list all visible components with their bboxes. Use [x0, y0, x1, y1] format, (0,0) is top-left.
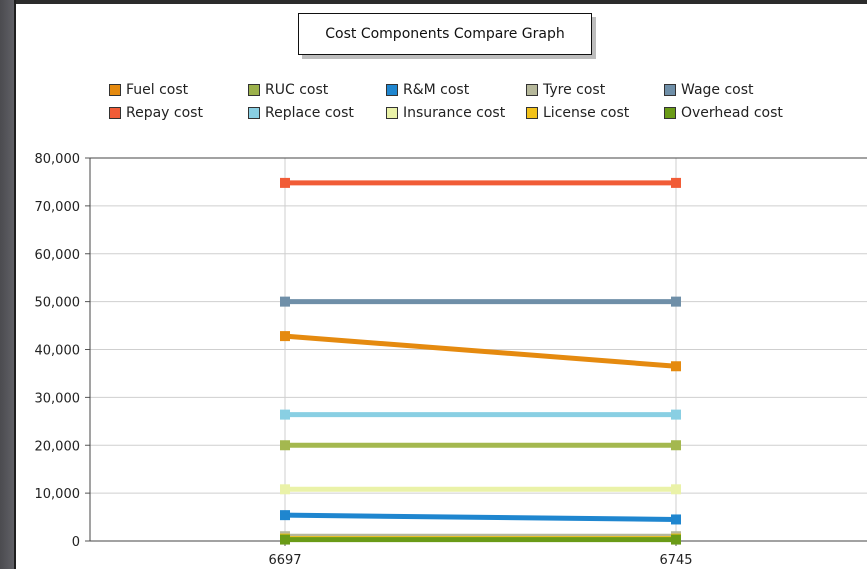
- y-tick-label: 30,000: [35, 391, 81, 406]
- chart-legend: Fuel cost RUC cost R&M cost Tyre cost Wage c…: [0, 0, 867, 140]
- legend-item: Tyre cost: [526, 82, 605, 98]
- series-point: [280, 409, 290, 420]
- legend-label: RUC cost: [265, 82, 329, 98]
- legend-item: Fuel cost: [109, 82, 188, 98]
- y-tick-label: 70,000: [35, 200, 81, 215]
- series-point: [671, 361, 681, 372]
- series-point: [280, 177, 290, 188]
- series-point: [280, 296, 290, 307]
- y-tick-label: 50,000: [35, 296, 81, 311]
- y-tick-label: 0: [72, 535, 80, 550]
- series-point: [280, 440, 290, 451]
- series-point: [671, 177, 681, 188]
- legend-label: Repay cost: [126, 105, 203, 121]
- legend-label: Insurance cost: [403, 105, 506, 121]
- legend-label: Wage cost: [681, 82, 754, 98]
- legend-swatch: [526, 84, 538, 96]
- y-tick-label: 80,000: [35, 152, 81, 167]
- series-point: [280, 534, 290, 545]
- legend-label: Fuel cost: [126, 82, 189, 98]
- legend-label: Tyre cost: [543, 82, 606, 98]
- legend-swatch: [248, 84, 260, 96]
- series-point: [671, 514, 681, 525]
- legend-item: Repay cost: [109, 105, 203, 121]
- series-point: [280, 510, 290, 521]
- y-tick-label: 40,000: [35, 344, 81, 359]
- series-point: [671, 534, 681, 545]
- legend-swatch: [386, 107, 398, 119]
- window-left-frame: [0, 0, 14, 569]
- series-point: [671, 296, 681, 307]
- legend-swatch: [664, 107, 676, 119]
- y-tick-label: 10,000: [35, 487, 81, 502]
- series-line: [284, 512, 677, 522]
- legend-item: R&M cost: [386, 82, 469, 98]
- legend-swatch: [386, 84, 398, 96]
- legend-swatch: [109, 84, 121, 96]
- legend-label: Overhead cost: [681, 105, 783, 121]
- legend-item: RUC cost: [248, 82, 328, 98]
- window-top-frame: [14, 0, 867, 4]
- window-left-border: [14, 0, 16, 569]
- series-line: [284, 333, 677, 369]
- legend-swatch: [526, 107, 538, 119]
- chart-title: Cost Components Compare Graph: [298, 13, 592, 55]
- legend-item: License cost: [526, 105, 629, 121]
- y-tick-label: 60,000: [35, 248, 81, 263]
- series-point: [280, 331, 290, 342]
- legend-label: License cost: [543, 105, 630, 121]
- series-point: [671, 484, 681, 495]
- legend-swatch: [248, 107, 260, 119]
- series-point: [280, 484, 290, 495]
- legend-label: Replace cost: [265, 105, 354, 121]
- x-tick-label: 6697: [268, 553, 301, 568]
- legend-swatch: [109, 107, 121, 119]
- legend-item: Wage cost: [664, 82, 754, 98]
- x-tick-label: 6745: [659, 553, 692, 568]
- legend-item: Replace cost: [248, 105, 354, 121]
- y-tick-label: 20,000: [35, 439, 81, 454]
- series-point: [671, 409, 681, 420]
- series-point: [671, 440, 681, 451]
- legend-swatch: [664, 84, 676, 96]
- legend-label: R&M cost: [403, 82, 470, 98]
- legend-item: Insurance cost: [386, 105, 505, 121]
- legend-item: Overhead cost: [664, 105, 783, 121]
